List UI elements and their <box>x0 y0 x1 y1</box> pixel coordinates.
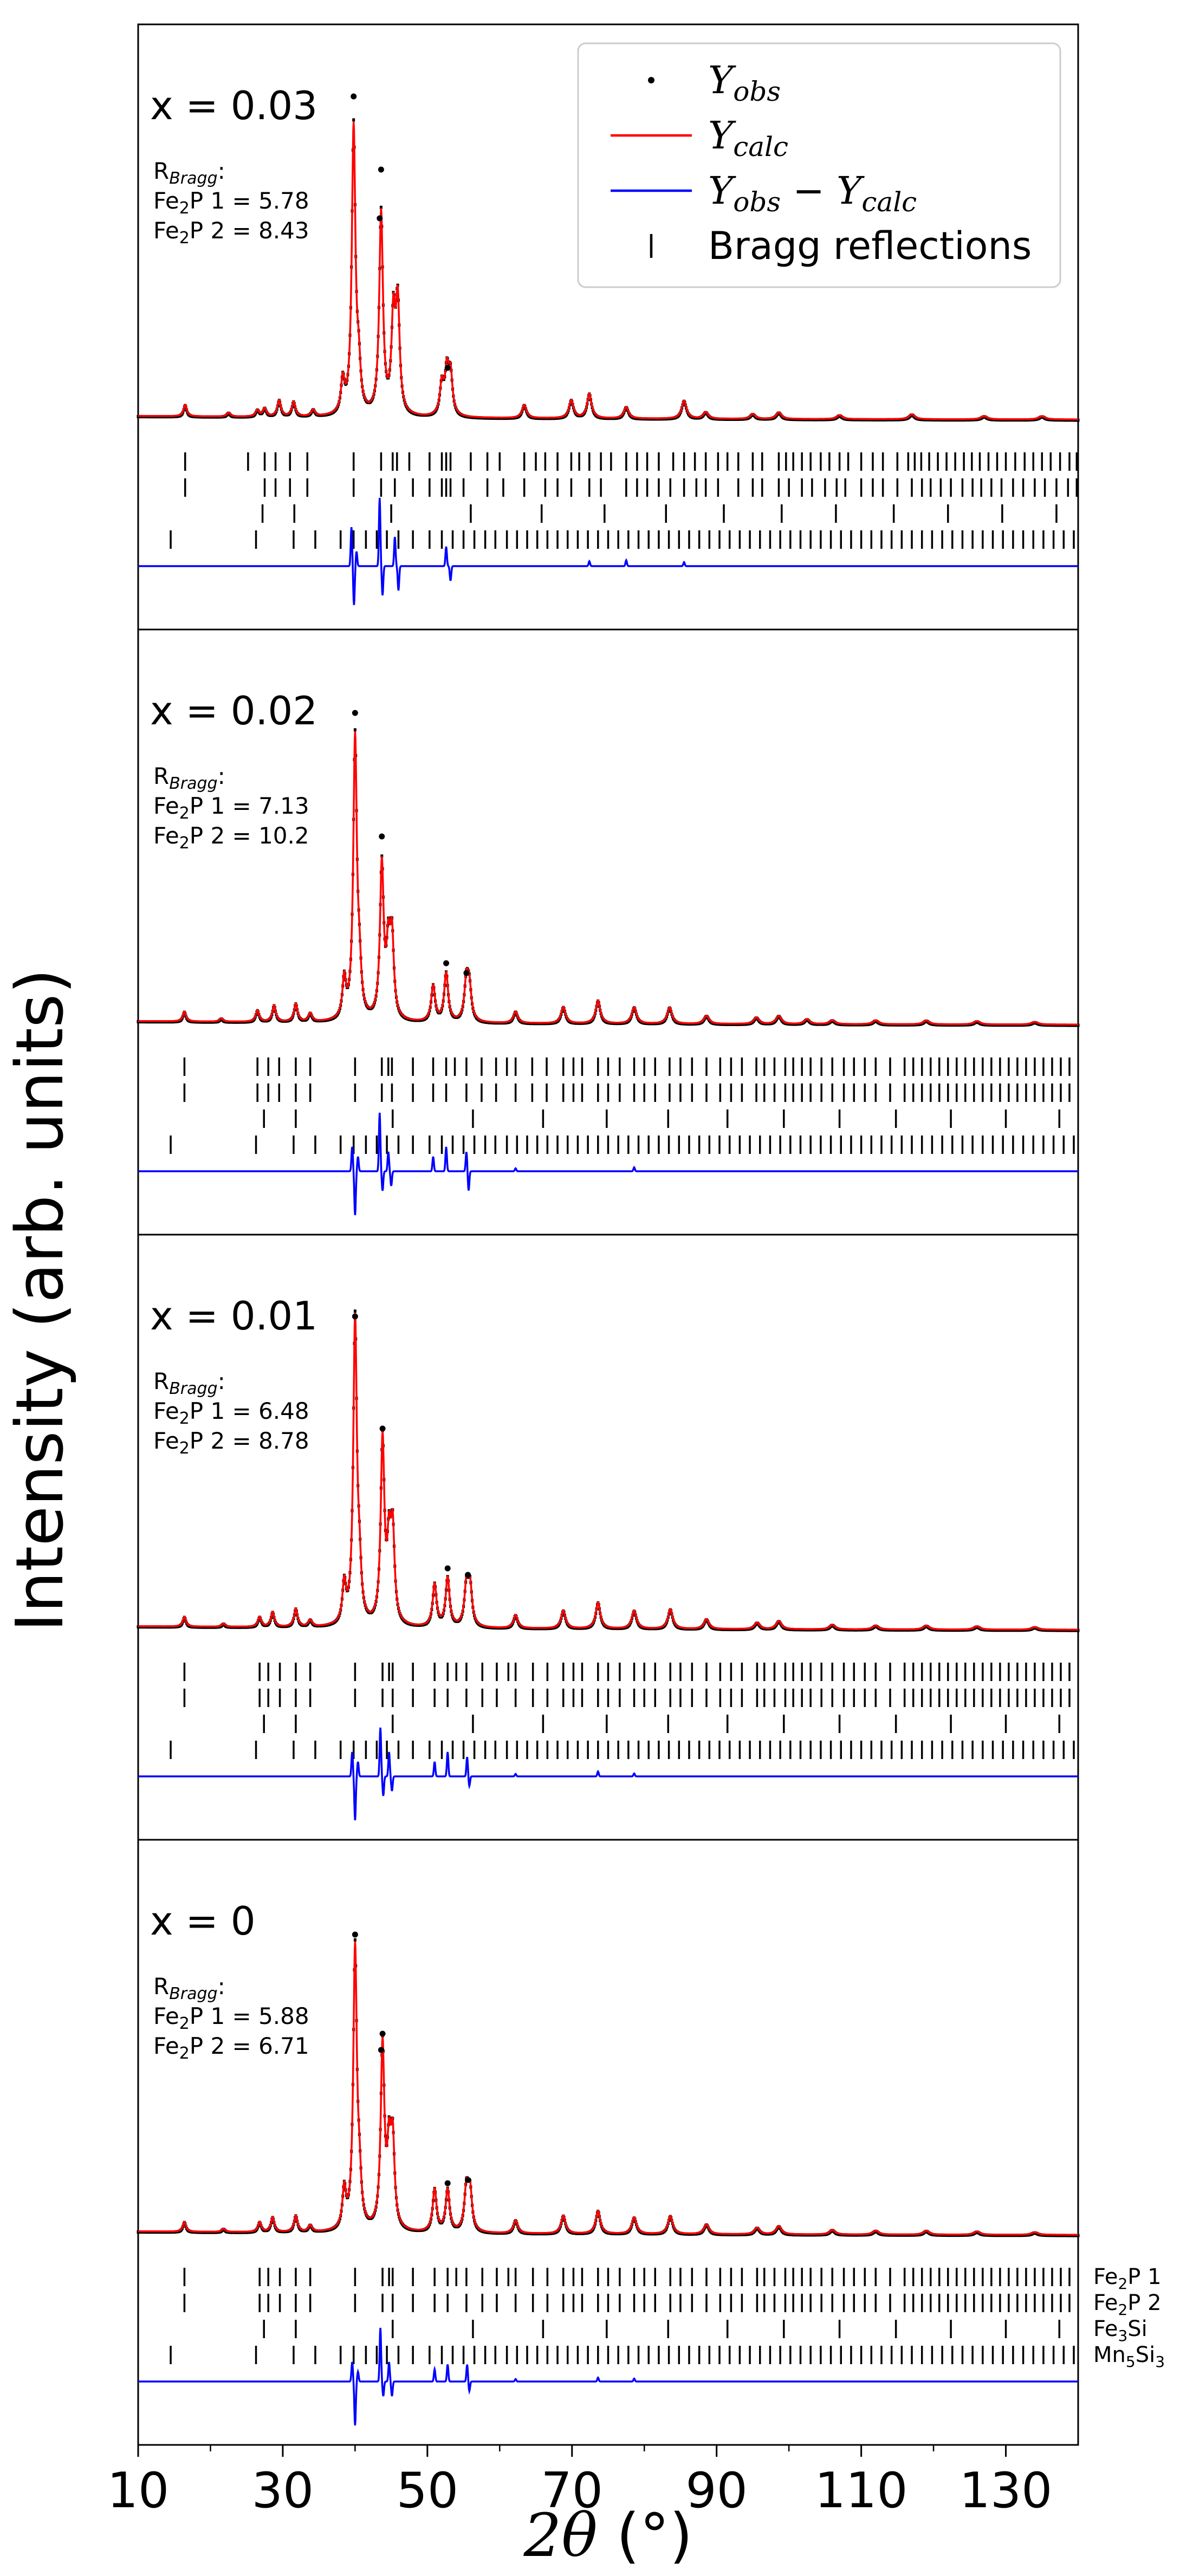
y-axis-label: Intensity (arb. units) <box>3 969 78 1632</box>
bragg-row-2 <box>183 1689 1071 1707</box>
bragg-row-4 <box>170 1741 1075 1759</box>
series-ycalc <box>137 731 1079 1026</box>
obs-point-3 <box>444 2180 451 2186</box>
obs-point-2 <box>443 960 450 966</box>
rbragg-value: Fe2P 1 = 7.13 <box>153 793 309 823</box>
rbragg-value: Fe2P 2 = 6.71 <box>153 2033 309 2063</box>
obs-point-1 <box>378 166 384 173</box>
bragg-row-3 <box>263 2320 1061 2338</box>
x-tick-label: 50 <box>397 2462 459 2519</box>
obs-point-0 <box>351 93 357 100</box>
bragg-row-1 <box>184 452 1078 471</box>
x-tick-label: 110 <box>815 2462 908 2519</box>
obs-point-4 <box>465 2177 471 2183</box>
rbragg-heading: RBragg: <box>153 158 225 188</box>
legend-label: Yobs − Ycalc <box>708 168 917 218</box>
legend-label: Ycalc <box>708 113 788 163</box>
phase-label: Fe3Si <box>1093 2317 1147 2345</box>
obs-point-2 <box>377 215 383 222</box>
bragg-row-1 <box>183 1057 1071 1076</box>
obs-point-2 <box>378 2047 384 2053</box>
obs-point-0 <box>352 710 358 716</box>
bragg-row-1 <box>183 1663 1071 1681</box>
bragg-row-4 <box>170 1135 1075 1154</box>
rbragg-heading: RBragg: <box>153 763 225 793</box>
legend-label: Yobs <box>708 58 781 107</box>
bragg-row-3 <box>263 1109 1061 1128</box>
obs-point-2 <box>444 1565 451 1572</box>
legend-entry-calc: Ycalc <box>611 113 788 163</box>
x-tick-label: 90 <box>685 2462 748 2519</box>
bragg-row-2 <box>183 1083 1071 1102</box>
x-tick-label: 30 <box>252 2462 314 2519</box>
x-tick-label: 130 <box>959 2462 1053 2519</box>
series-diff <box>138 497 1078 605</box>
legend-entry-obs: Yobs <box>648 58 781 107</box>
rbragg-heading: RBragg: <box>153 1368 225 1398</box>
bragg-row-3 <box>261 504 1058 523</box>
x-axis-label: 2θ (°) <box>523 2501 692 2570</box>
panel-label: x = 0 <box>150 1898 256 1944</box>
legend-marker-dot <box>648 77 654 83</box>
series-ycalc <box>137 1941 1079 2236</box>
rbragg-value: Fe2P 1 = 6.48 <box>153 1398 309 1428</box>
rbragg-value: Fe2P 2 = 10.2 <box>153 822 309 853</box>
bragg-row-4 <box>170 530 1075 549</box>
legend-label: Bragg reflections <box>708 224 1032 268</box>
obs-point-0 <box>352 1931 358 1938</box>
bragg-row-4 <box>170 2346 1075 2364</box>
series-diff <box>138 2327 1078 2426</box>
x-tick-label: 10 <box>107 2462 170 2519</box>
legend-entry-bragg: Bragg reflections <box>650 224 1032 268</box>
obs-point-1 <box>379 2030 386 2037</box>
phase-label: Mn5Si3 <box>1093 2343 1165 2371</box>
rbragg-value: Fe2P 2 = 8.78 <box>153 1427 309 1458</box>
series-ycalc <box>137 1312 1079 1631</box>
series-diff <box>138 1112 1078 1216</box>
obs-point-3 <box>444 365 451 371</box>
legend-entry-diff: Yobs − Ycalc <box>611 168 917 218</box>
bragg-row-2 <box>184 478 1078 497</box>
panel-frame <box>137 1839 1079 2446</box>
series-diff <box>138 1727 1078 1821</box>
series-ycalc <box>137 121 1079 420</box>
phase-label: Fe2P 2 <box>1093 2291 1162 2319</box>
rbragg-value: Fe2P 2 = 8.43 <box>153 217 309 248</box>
x-tick-label: 70 <box>541 2462 604 2519</box>
obs-point-1 <box>379 1425 386 1432</box>
panel-label: x = 0.01 <box>150 1293 317 1339</box>
bragg-row-2 <box>183 2294 1071 2312</box>
panel-label: x = 0.03 <box>150 83 317 128</box>
legend-box <box>577 42 1061 288</box>
obs-point-1 <box>379 833 385 840</box>
panel-label: x = 0.02 <box>150 688 317 734</box>
obs-point-3 <box>465 1572 471 1578</box>
obs-point-0 <box>352 1313 358 1320</box>
rbragg-value: Fe2P 1 = 5.78 <box>153 187 309 218</box>
rbragg-value: Fe2P 1 = 5.88 <box>153 2003 309 2033</box>
obs-point-3 <box>463 970 470 976</box>
phase-label: Fe2P 1 <box>1093 2264 1162 2293</box>
bragg-row-3 <box>263 1715 1061 1733</box>
bragg-row-1 <box>183 2268 1071 2286</box>
rbragg-heading: RBragg: <box>153 1973 225 2003</box>
